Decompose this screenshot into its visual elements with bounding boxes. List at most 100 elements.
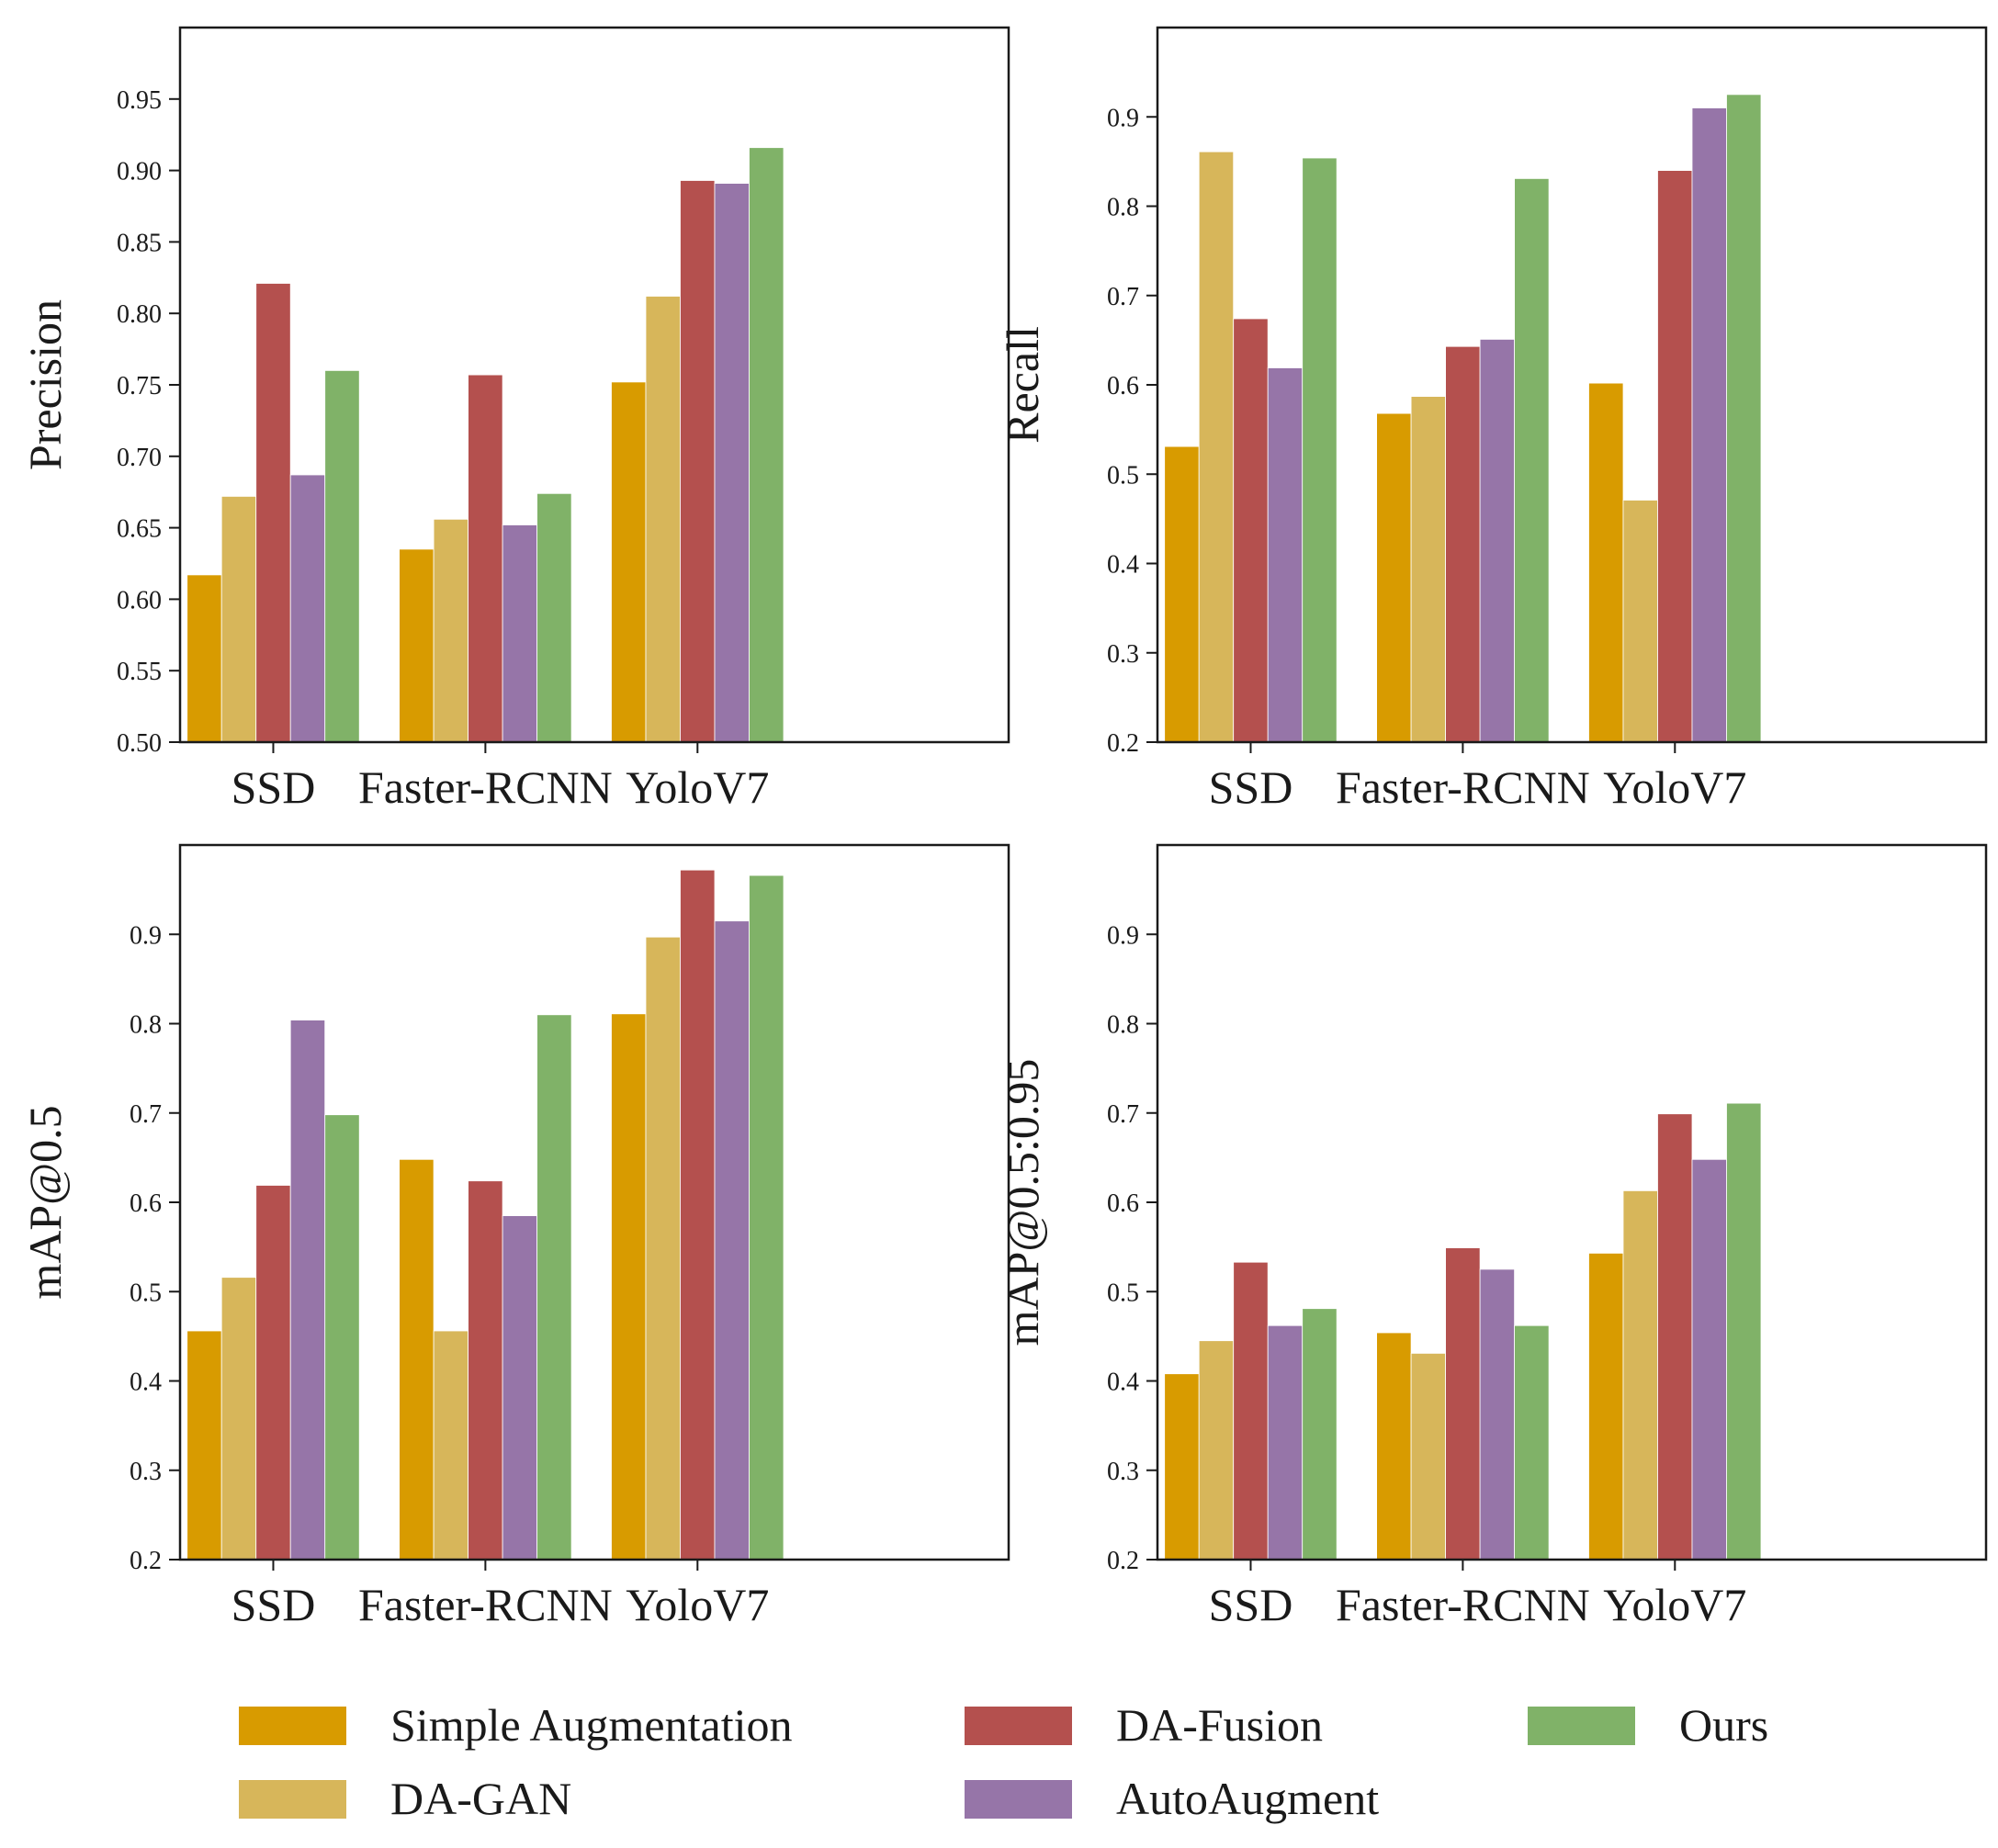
plot-frame	[1156, 843, 1988, 1561]
legend-label: Ours	[1679, 1699, 1768, 1751]
x-tick-label: SSD	[1209, 761, 1293, 813]
bar-ours-ssd	[1302, 157, 1338, 743]
bar-da-fusion-yolov7	[1657, 1113, 1693, 1561]
legend-item: Ours	[1528, 1699, 1768, 1751]
legend-item: Simple Augmentation	[239, 1699, 792, 1751]
bar-simple-augmentation-ssd	[1164, 445, 1200, 743]
y-tick-label: 0.6	[1107, 372, 1139, 400]
legend-swatch	[239, 1780, 346, 1819]
bar-ours-faster-rcnn	[536, 492, 572, 743]
y-tick-label: 0.95	[117, 86, 162, 115]
y-axis-title: Recall	[997, 326, 1048, 444]
legend-swatch	[965, 1780, 1072, 1819]
legend-label: DA-GAN	[390, 1773, 571, 1824]
bar-autoaugment-faster-rcnn	[1479, 338, 1515, 743]
bar-da-gan-ssd	[220, 496, 257, 743]
bar-autoaugment-ssd	[289, 474, 326, 743]
bar-ours-ssd	[1302, 1308, 1338, 1561]
bar-simple-augmentation-yolov7	[1588, 382, 1624, 743]
bar-da-gan-ssd	[1198, 1340, 1235, 1561]
bar-da-gan-faster-rcnn	[1410, 1353, 1446, 1561]
bar-simple-augmentation-faster-rcnn	[399, 548, 435, 743]
y-tick-label: 0.3	[1107, 1458, 1139, 1486]
x-tick-label: SSD	[1209, 1579, 1293, 1630]
y-tick-label: 0.4	[130, 1369, 162, 1397]
legend: Simple Augmentation DA-GAN DA-Fusion AutoAu…	[239, 1699, 1768, 1824]
y-tick-label: 0.8	[1107, 194, 1139, 222]
x-tick-label: SSD	[231, 1579, 316, 1630]
legend-item: AutoAugment	[965, 1773, 1379, 1824]
bar-autoaugment-faster-rcnn	[502, 524, 537, 743]
y-tick-label: 0.5	[1107, 461, 1139, 490]
bar-da-gan-faster-rcnn	[1410, 396, 1446, 743]
y-tick-label: 0.80	[117, 300, 162, 329]
chart-panel-3: SSD Faster-RCNN YoloV7 0.2 0.3 0.4 0.5 0.6 0.7 0.…	[19, 843, 1010, 1630]
x-tick-label: YoloV7	[1603, 761, 1746, 813]
chart-panels: SSD Faster-RCNN YoloV70.500.550.600.650.70…	[19, 26, 1988, 1630]
y-tick-label: 0.9	[130, 921, 162, 950]
bar-da-fusion-ssd	[255, 1185, 291, 1561]
x-tick-label: Faster-RCNN	[358, 1579, 613, 1630]
legend-swatch	[1528, 1707, 1635, 1745]
bar-autoaugment-yolov7	[1691, 1158, 1727, 1561]
y-tick-label: 0.70	[117, 444, 162, 472]
plot-frame	[178, 26, 1010, 744]
bar-ours-ssd	[324, 369, 360, 743]
y-tick-label: 0.3	[1107, 640, 1139, 669]
bar-simple-augmentation-yolov7	[611, 1013, 647, 1561]
y-tick-label: 0.8	[1107, 1011, 1139, 1040]
x-tick-label: SSD	[231, 761, 316, 813]
bar-ours-yolov7	[749, 874, 785, 1561]
y-tick-label: 0.65	[117, 515, 162, 544]
legend-swatch	[239, 1707, 346, 1745]
bar-autoaugment-faster-rcnn	[1479, 1268, 1515, 1561]
x-tick-label: YoloV7	[1603, 1579, 1746, 1630]
y-tick-label: 0.60	[117, 586, 162, 614]
y-axis-title: mAP@0.5:0.95	[997, 1059, 1048, 1347]
bar-da-fusion-ssd	[255, 283, 291, 743]
y-axis-title: Precision	[19, 299, 71, 470]
y-tick-label: 0.5	[1107, 1279, 1139, 1307]
x-tick-label: Faster-RCNN	[358, 761, 613, 813]
y-tick-label: 0.9	[1107, 921, 1139, 950]
y-tick-label: 0.3	[130, 1458, 162, 1486]
bar-autoaugment-ssd	[289, 1020, 326, 1561]
bar-ours-yolov7	[1726, 94, 1762, 743]
y-tick-label: 0.85	[117, 229, 162, 257]
y-tick-label: 0.4	[1107, 551, 1139, 580]
y-tick-label: 0.50	[117, 729, 162, 758]
y-axis-title: mAP@0.5	[19, 1105, 71, 1299]
bar-ours-faster-rcnn	[1514, 1324, 1550, 1561]
bar-autoaugment-ssd	[1267, 367, 1304, 743]
bar-simple-augmentation-yolov7	[1588, 1253, 1624, 1561]
bar-da-fusion-faster-rcnn	[468, 374, 503, 743]
x-tick-label: YoloV7	[626, 1579, 769, 1630]
chart-panel-2: SSD Faster-RCNN YoloV7 0.2 0.3 0.4 0.5 0.6 0.7 0.…	[997, 26, 1988, 813]
y-tick-label: 0.90	[117, 158, 162, 186]
bar-da-gan-ssd	[220, 1277, 257, 1561]
legend-label: DA-Fusion	[1116, 1699, 1323, 1751]
bar-da-gan-yolov7	[645, 936, 681, 1561]
x-tick-label: YoloV7	[626, 761, 769, 813]
bar-autoaugment-yolov7	[1691, 107, 1727, 743]
y-tick-label: 0.9	[1107, 104, 1139, 132]
bar-simple-augmentation-ssd	[186, 1330, 222, 1561]
bar-autoaugment-yolov7	[714, 183, 750, 743]
plot-frame	[178, 843, 1010, 1561]
bar-autoaugment-ssd	[1267, 1324, 1304, 1561]
bar-da-gan-yolov7	[1622, 1190, 1658, 1561]
legend-item: DA-Fusion	[965, 1699, 1323, 1751]
y-tick-label: 0.55	[117, 658, 162, 686]
legend-label: AutoAugment	[1116, 1773, 1379, 1824]
bar-ours-ssd	[324, 1114, 360, 1561]
bar-autoaugment-faster-rcnn	[502, 1215, 537, 1561]
y-tick-label: 0.2	[130, 1547, 162, 1575]
y-tick-label: 0.6	[1107, 1189, 1139, 1218]
y-tick-label: 0.6	[130, 1189, 162, 1218]
bar-da-fusion-faster-rcnn	[1445, 345, 1481, 743]
y-tick-label: 0.5	[130, 1279, 162, 1307]
bar-da-gan-yolov7	[1622, 500, 1658, 743]
bar-autoaugment-yolov7	[714, 920, 750, 1561]
bar-simple-augmentation-faster-rcnn	[1376, 1332, 1412, 1561]
